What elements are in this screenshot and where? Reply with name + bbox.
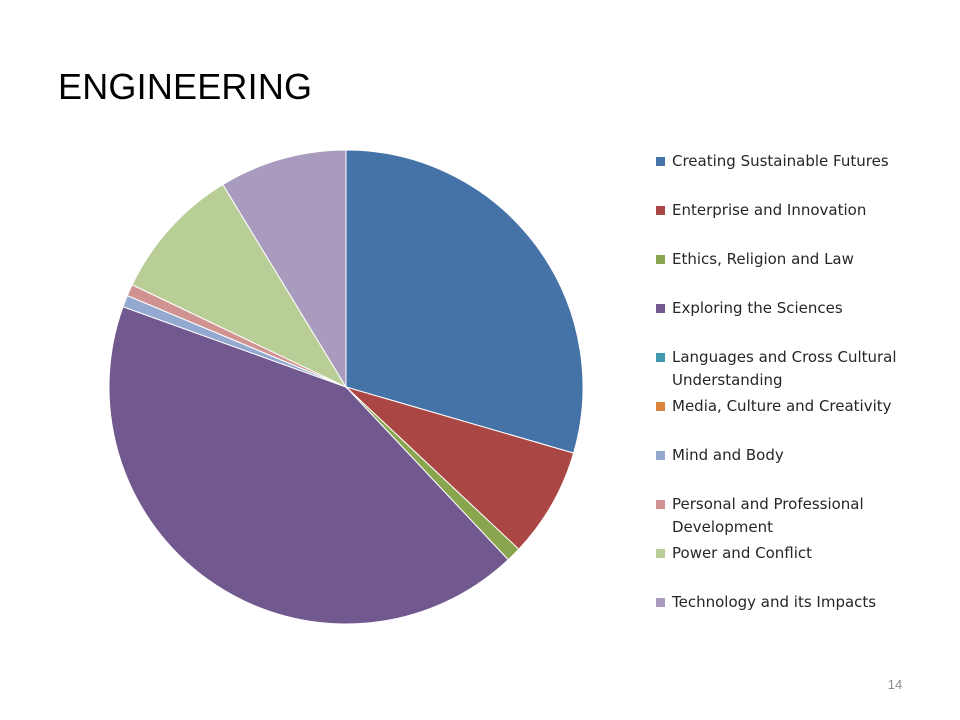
legend-swatch (656, 451, 665, 460)
legend-swatch (656, 353, 665, 362)
legend-swatch (656, 598, 665, 607)
legend-item: Languages and Cross Cultural Understandi… (656, 346, 946, 392)
legend-label: Mind and Body (672, 446, 784, 464)
legend-swatch (656, 402, 665, 411)
legend-label: Exploring the Sciences (672, 299, 843, 317)
legend-label: Power and Conflict (672, 544, 813, 562)
page-number: 14 (887, 677, 903, 692)
legend-label: Technology and its Impacts (672, 593, 877, 611)
legend-label: Enterprise and Innovation (672, 201, 867, 219)
pie-slice-enterprise-and-innovation (345, 386, 575, 550)
legend-label: Personal and Professional Development (672, 495, 864, 536)
legend-label: Ethics, Religion and Law (672, 250, 854, 268)
slide-title: ENGINEERING (58, 66, 313, 107)
legend-item: Media, Culture and Creativity (656, 395, 946, 418)
pie-slice-power-and-conflict (131, 183, 348, 389)
pie-slice-technology-and-its-impacts (222, 149, 347, 389)
legend-swatch (656, 157, 665, 166)
legend-swatch (656, 500, 665, 509)
legend-swatch (656, 206, 665, 215)
legend-item: Power and Conflict (656, 542, 946, 565)
legend-item: Enterprise and Innovation (656, 199, 946, 222)
legend-item: Creating Sustainable Futures (656, 150, 946, 173)
legend-label: Languages and Cross Cultural Understandi… (672, 348, 897, 389)
legend-item: Ethics, Religion and Law (656, 248, 946, 271)
pie-slice-creating-sustainable-futures (345, 149, 584, 454)
legend-swatch (656, 549, 665, 558)
legend-item: Technology and its Impacts (656, 591, 946, 614)
pie-slice-exploring-the-sciences (108, 306, 509, 625)
legend-swatch (656, 304, 665, 313)
legend-label: Media, Culture and Creativity (672, 397, 892, 415)
legend-swatch (656, 255, 665, 264)
legend-item: Exploring the Sciences (656, 297, 946, 320)
legend-item: Mind and Body (656, 444, 946, 467)
legend-label: Creating Sustainable Futures (672, 152, 889, 170)
legend-item: Personal and Professional Development (656, 493, 946, 539)
